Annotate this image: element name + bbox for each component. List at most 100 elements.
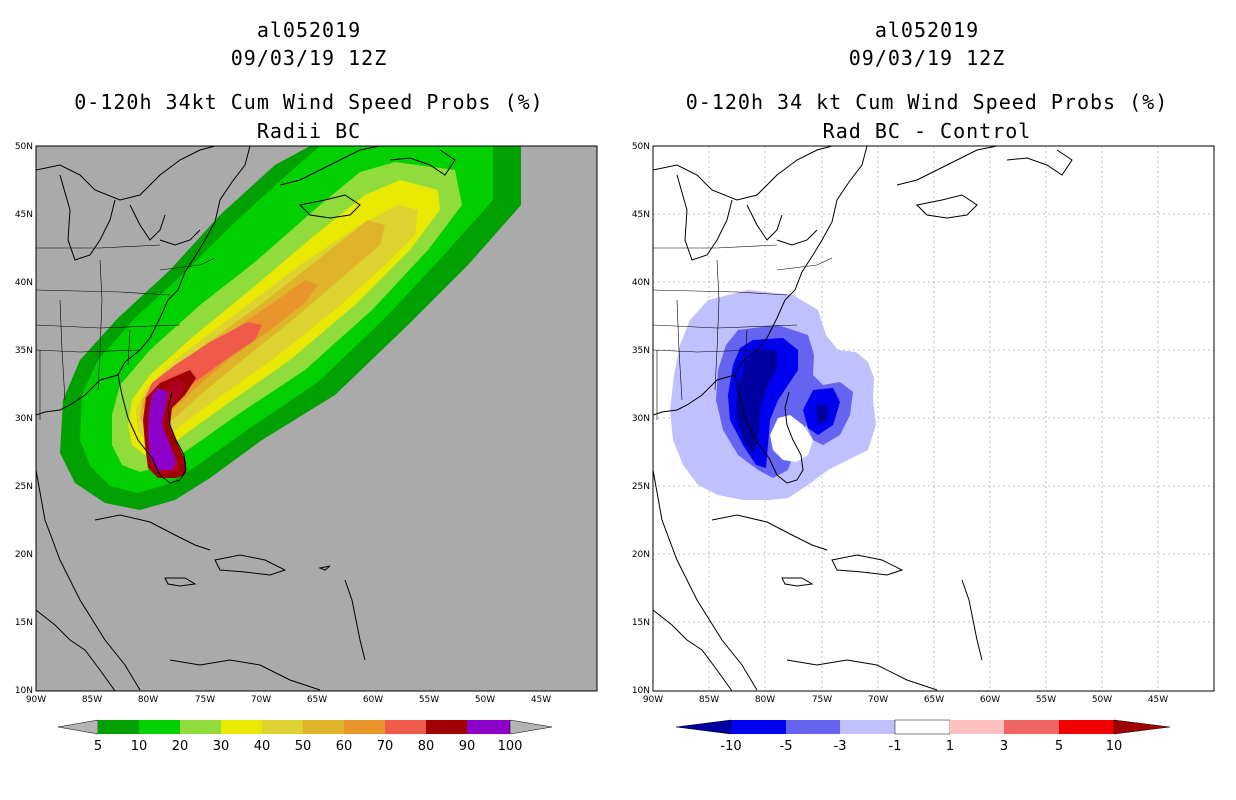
right-lat-label: 25N [632, 482, 650, 492]
left-colorbar-swatch [303, 720, 344, 734]
left-lat-label: 15N [15, 618, 33, 628]
left-title: 0-120h 34kt Cum Wind Speed Probs (%) [74, 90, 544, 114]
left-colorbar-swatch [344, 720, 385, 734]
left-axis-labels: 50N 45N 40N 35N 30N 25N 20N 15N 10N 90W … [15, 142, 551, 705]
right-difference-field [670, 290, 876, 500]
left-colorbar-swatch [385, 720, 426, 734]
left-map-svg: 50N 45N 40N 35N 30N 25N 20N 15N 10N 90W … [15, 142, 598, 754]
left-probability-swath [60, 146, 521, 510]
right-colorbar-label: 10 [1106, 739, 1123, 754]
left-colorbar-label: 60 [336, 739, 353, 754]
left-colorbar-swatch [180, 720, 221, 734]
right-colorbar: -10 -5 -3 -1 1 3 5 10 [675, 719, 1171, 754]
right-colorbar-label: 1 [946, 739, 954, 754]
right-lon-label: 65W [924, 695, 944, 705]
right-colorbar-swatch [731, 720, 786, 734]
right-colorbar-label: 3 [1000, 739, 1008, 754]
left-lon-label: 45W [531, 695, 551, 705]
left-colorbar-label: 80 [418, 739, 435, 754]
right-gridlines [653, 146, 1214, 691]
right-colorbar-high-end [1113, 719, 1171, 735]
right-subtitle: Rad BC - Control [822, 119, 1032, 143]
left-lon-label: 75W [195, 695, 215, 705]
right-lat-label: 15N [632, 618, 650, 628]
left-lon-label: 55W [419, 695, 439, 705]
left-lon-label: 80W [138, 695, 158, 705]
right-colorbar-label: -3 [834, 739, 847, 754]
right-colorbar-label: -1 [889, 739, 902, 754]
right-lon-label: 45W [1148, 695, 1168, 705]
left-lat-label: 35N [15, 346, 33, 356]
left-lon-label: 65W [307, 695, 327, 705]
left-colorbar-swatch [221, 720, 262, 734]
right-lon-label: 75W [812, 695, 832, 705]
right-lon-label: 70W [868, 695, 888, 705]
left-subtitle: Radii BC [256, 119, 362, 143]
right-lat-label: 40N [632, 278, 650, 288]
right-colorbar-swatch [894, 719, 951, 735]
left-lon-label: 70W [251, 695, 271, 705]
left-colorbar-label: 70 [377, 739, 394, 754]
left-colorbar-label: 10 [131, 739, 148, 754]
left-colorbar-label: 100 [498, 739, 523, 754]
right-lat-label: 35N [632, 346, 650, 356]
right-lon-label: 55W [1036, 695, 1056, 705]
right-lon-label: 60W [980, 695, 1000, 705]
left-lat-label: 50N [15, 142, 33, 152]
right-lon-label: 85W [699, 695, 719, 705]
right-colorbar-swatch [840, 720, 895, 734]
left-colorbar-swatch [98, 720, 139, 734]
left-lon-label: 50W [475, 695, 495, 705]
left-colorbar-swatch [262, 720, 303, 734]
left-colorbar-low-end [57, 719, 99, 735]
left-boundaries [36, 244, 216, 420]
right-colorbar-label: 5 [1055, 739, 1063, 754]
right-lat-label: 50N [632, 142, 650, 152]
left-colorbar-swatch [426, 720, 467, 734]
left-colorbar-label: 90 [459, 739, 476, 754]
right-colorbar-label: -10 [720, 739, 741, 754]
right-map-panel: al052019 09/03/19 12Z 0-120h 34 kt Cum W… [618, 0, 1236, 800]
left-lon-label: 90W [26, 695, 46, 705]
right-colorbar-swatch [786, 720, 840, 734]
left-lat-label: 10N [15, 686, 33, 696]
left-lat-label: 40N [15, 278, 33, 288]
right-storm-id: al052019 [874, 18, 980, 42]
left-colorbar-label: 50 [295, 739, 312, 754]
left-lat-label: 30N [15, 414, 33, 424]
right-datetime: 09/03/19 12Z [848, 46, 1006, 70]
right-lon-label: 50W [1092, 695, 1112, 705]
left-lon-label: 85W [82, 695, 102, 705]
right-colorbar-swatch [1059, 720, 1114, 734]
left-lat-label: 20N [15, 550, 33, 560]
right-lon-label: 90W [643, 695, 663, 705]
left-colorbar-label: 30 [213, 739, 230, 754]
left-colorbar-label: 20 [172, 739, 189, 754]
left-coastlines [36, 146, 456, 691]
right-lat-label: 10N [632, 686, 650, 696]
right-title: 0-120h 34 kt Cum Wind Speed Probs (%) [685, 90, 1169, 114]
left-colorbar-swatch [467, 720, 510, 734]
left-colorbar-high-end [509, 719, 553, 735]
right-colorbar-swatch [1004, 720, 1059, 734]
right-colorbar-label: -5 [780, 739, 793, 754]
left-lon-label: 60W [363, 695, 383, 705]
left-lat-label: 45N [15, 210, 33, 220]
left-map-frame [35, 145, 598, 692]
right-lon-label: 80W [755, 695, 775, 705]
left-map-panel: al052019 09/03/19 12Z 0-120h 34kt Cum Wi… [15, 18, 598, 754]
left-storm-id: al052019 [256, 18, 362, 42]
right-coastlines [653, 146, 1073, 691]
right-colorbar-low-end [675, 719, 732, 735]
right-map-svg: 50N 45N 40N 35N 30N 25N 20N 15N 10N 90W … [632, 142, 1215, 754]
left-datetime: 09/03/19 12Z [230, 46, 388, 70]
left-colorbar-label: 40 [254, 739, 271, 754]
right-map-frame [652, 145, 1215, 692]
left-colorbar-swatch [139, 720, 180, 734]
right-colorbar-swatch [950, 720, 1004, 734]
left-colorbar-label: 5 [94, 739, 102, 754]
right-lat-label: 45N [632, 210, 650, 220]
left-lat-label: 25N [15, 482, 33, 492]
left-colorbar: 5 10 20 30 40 50 60 70 80 90 100 [57, 719, 553, 754]
right-lat-label: 30N [632, 414, 650, 424]
